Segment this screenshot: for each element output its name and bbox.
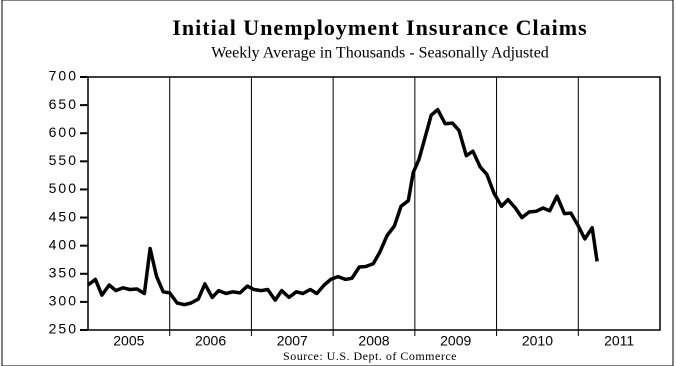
x-tick-label: 2008 (358, 333, 389, 349)
chart-title: Initial Unemployment Insurance Claims (172, 15, 587, 40)
x-tick-label: 2011 (604, 333, 634, 349)
y-tick-label: 250 (49, 321, 78, 337)
x-tick-label: 2007 (277, 333, 308, 349)
y-tick-label: 350 (49, 264, 78, 280)
y-tick-label: 300 (49, 293, 78, 309)
data-line (86, 107, 599, 307)
plot-frame (87, 76, 661, 331)
y-tick-label: 400 (49, 236, 78, 252)
x-tick-label: 2006 (195, 333, 226, 349)
y-tick-label: 650 (49, 96, 78, 112)
source-note: Source: U.S. Dept. of Commerce (283, 349, 457, 363)
x-tick-label: 2010 (522, 333, 553, 349)
y-tick-label: 700 (49, 68, 78, 84)
y-tick-label: 450 (49, 208, 78, 224)
x-tick-label: 2009 (440, 333, 471, 349)
y-tick-label: 550 (49, 152, 78, 168)
x-tick-label: 2005 (113, 333, 144, 349)
chart-subtitle: Weekly Average in Thousands - Seasonally… (211, 45, 549, 62)
y-tick-label: 600 (49, 124, 78, 140)
y-tick-label: 500 (49, 180, 78, 196)
